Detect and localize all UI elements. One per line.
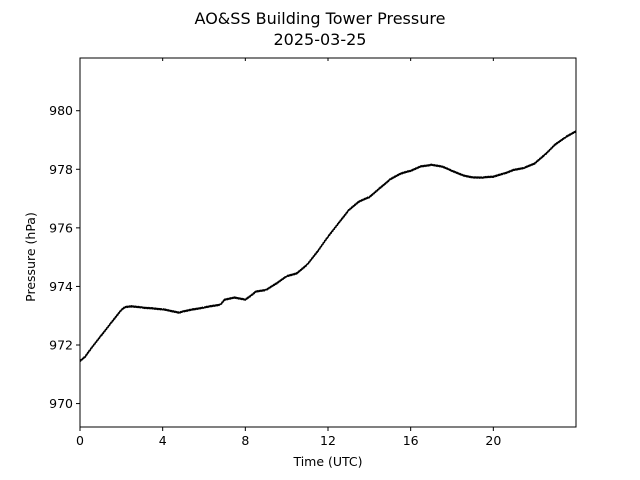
y-axis-ticks: 970 972 974 976 978 980 [49, 103, 80, 411]
y-tick-label: 976 [49, 220, 73, 235]
plot-frame [79, 57, 577, 428]
x-tick-label: 8 [241, 433, 249, 448]
y-tick-label: 974 [49, 279, 73, 294]
x-tick-label: 16 [403, 433, 419, 448]
chart-subtitle: 2025-03-25 [274, 30, 367, 49]
x-tick-label: 0 [76, 433, 84, 448]
pressure-series-line [79, 130, 577, 362]
y-axis-label: Pressure (hPa) [23, 212, 38, 302]
chart-title: AO&SS Building Tower Pressure [195, 9, 446, 28]
x-axis-label: Time (UTC) [292, 454, 362, 469]
y-tick-label: 980 [49, 103, 73, 118]
y-tick-label: 972 [49, 338, 73, 353]
y-tick-label: 978 [49, 162, 73, 177]
y-tick-label: 970 [49, 396, 73, 411]
x-tick-label: 12 [320, 433, 336, 448]
x-axis-ticks: 0 4 8 12 16 20 [76, 58, 501, 448]
x-tick-label: 20 [485, 433, 501, 448]
x-tick-label: 4 [159, 433, 167, 448]
